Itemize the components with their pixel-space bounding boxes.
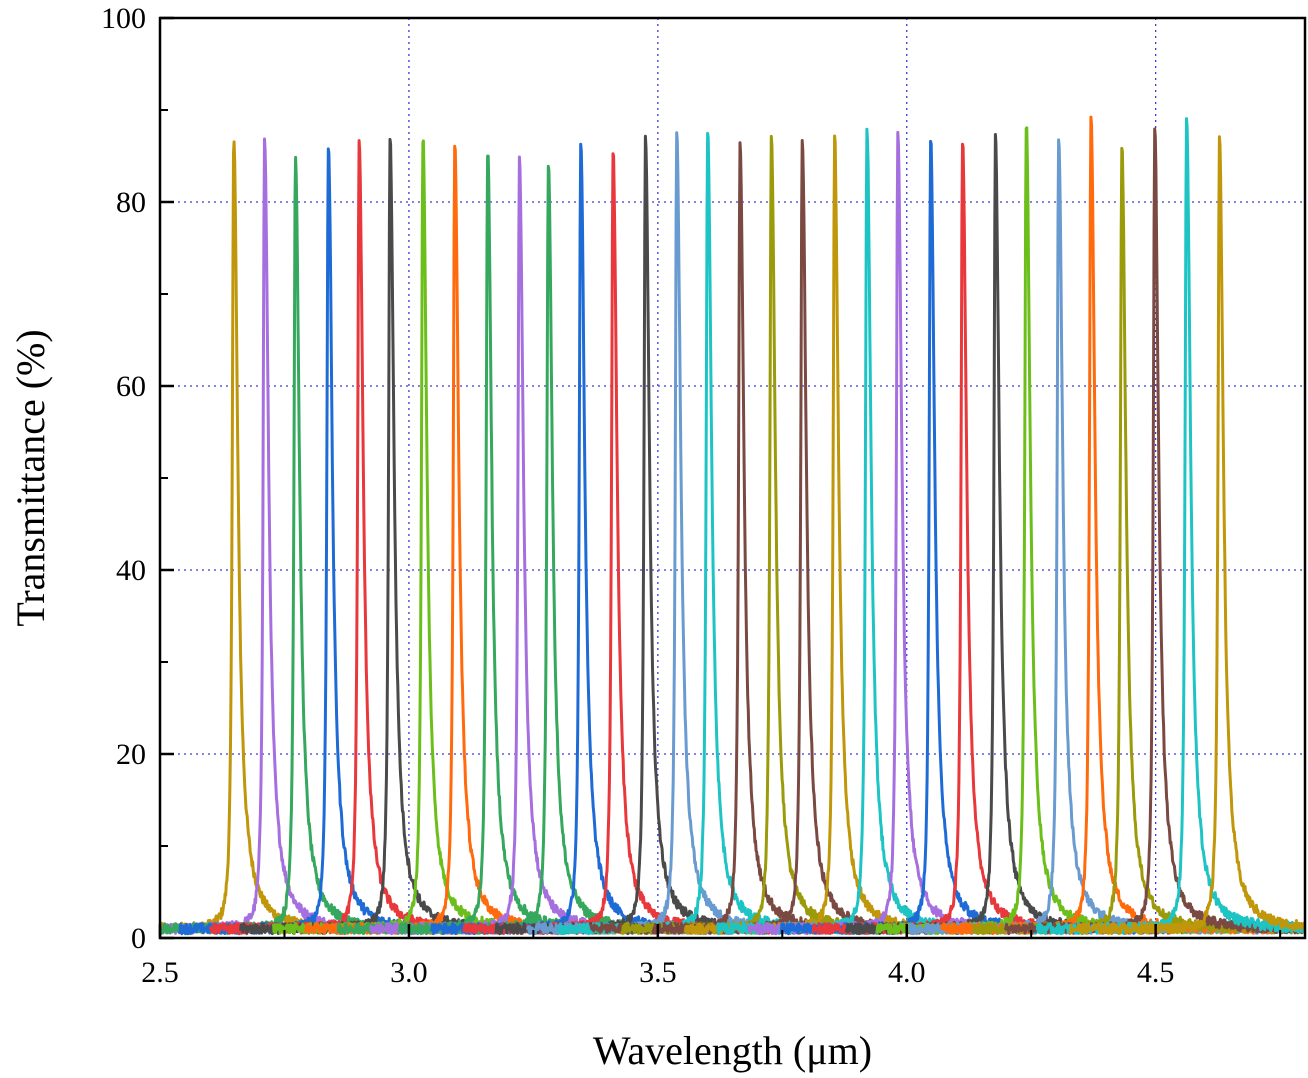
series-line-30 bbox=[1003, 127, 1307, 936]
series-lines bbox=[158, 115, 1307, 936]
x-tick-label: 4.5 bbox=[1137, 956, 1175, 989]
y-tick-label: 60 bbox=[116, 370, 146, 403]
y-tick-label: 40 bbox=[116, 554, 146, 587]
x-tick-label: 2.5 bbox=[141, 956, 179, 989]
grid-lines bbox=[160, 18, 1305, 938]
y-tick-label: 80 bbox=[116, 186, 146, 219]
x-tick-label: 3.0 bbox=[390, 956, 428, 989]
series-line-32 bbox=[1068, 135, 1307, 936]
y-axis-title: Transmittance (%) bbox=[8, 329, 53, 626]
series-line-31 bbox=[1035, 117, 1307, 936]
axis-ticks bbox=[158, 16, 1282, 940]
x-tick-label: 3.5 bbox=[639, 956, 677, 989]
tick-labels: 2.5 3.0 3.5 4.0 4.5 0 20 40 60 80 100 bbox=[101, 2, 1174, 989]
y-tick-label: 100 bbox=[101, 2, 146, 35]
x-axis-title: Wavelength (μm) bbox=[593, 1028, 872, 1073]
y-tick-label: 0 bbox=[131, 922, 146, 955]
series-line-3 bbox=[158, 155, 521, 935]
y-tick-label: 20 bbox=[116, 738, 146, 771]
x-tick-label: 4.0 bbox=[888, 956, 926, 989]
